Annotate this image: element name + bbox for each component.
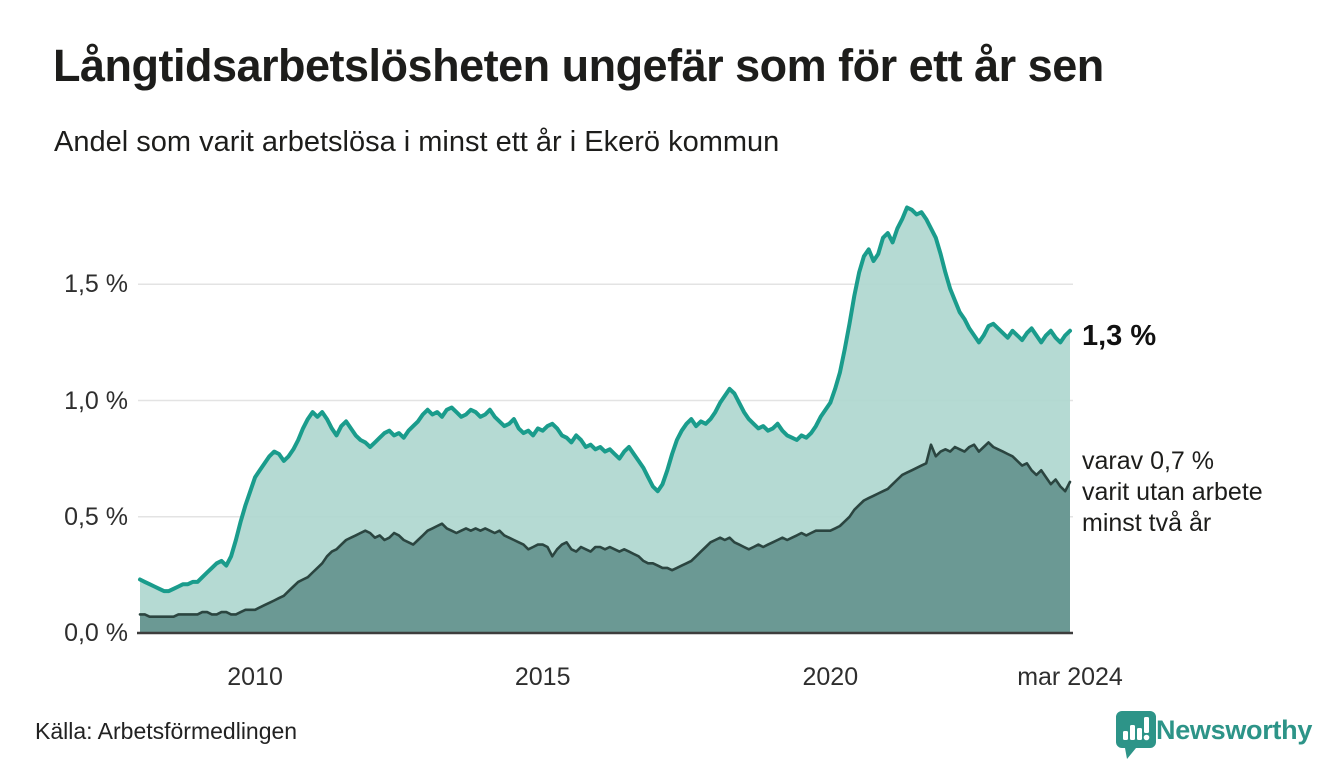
y-tick-label: 1,5 % [64, 270, 128, 299]
page-title: Långtidsarbetslösheten ungefär som för e… [53, 40, 1104, 91]
line-unemployed-1yr [138, 205, 1072, 594]
series2-annotation-line2: varit utan arbete [1082, 478, 1263, 506]
series2-annotation-line3: minst två år [1082, 509, 1212, 537]
series2-annotation-line1: varav 0,7 % [1082, 447, 1215, 475]
line-unemployed-2yr [138, 441, 1072, 618]
newsworthy-logo-icon [1116, 711, 1156, 759]
x-tick-label: 2010 [227, 663, 283, 691]
brand-wordmark: Newsworthy [1156, 715, 1313, 745]
x-tick-label: 2020 [802, 663, 859, 691]
y-tick-label: 0,5 % [64, 502, 128, 531]
series-end-value-label: 1,3 % [1082, 320, 1157, 352]
series2-annotation: varav 0,7 % varit utan arbete minst två … [1082, 446, 1263, 539]
y-tick-label: 0,0 % [64, 619, 128, 647]
source-credit: Källa: Arbetsförmedlingen [35, 718, 298, 744]
chart-subtitle: Andel som varit arbetslösa i minst ett å… [54, 126, 780, 158]
area-unemployed-2yr [140, 442, 1070, 633]
y-tick-label: 1,0 % [64, 386, 128, 415]
x-tick-label: 2015 [514, 663, 571, 691]
x-tick-label: mar 2024 [1017, 663, 1123, 691]
